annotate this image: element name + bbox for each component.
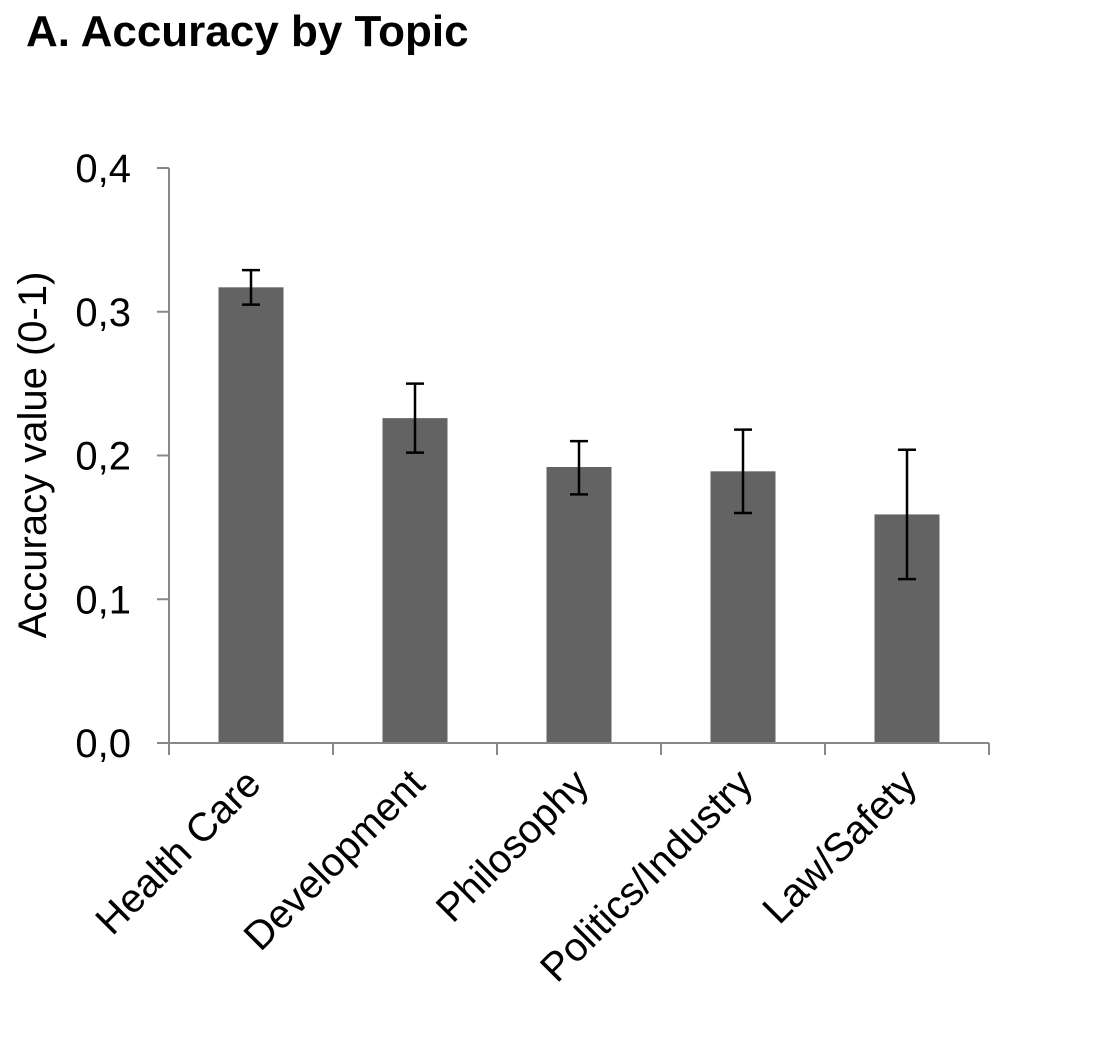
bar-1	[218, 287, 284, 743]
y-tick-label-1: 0,0	[75, 722, 131, 766]
y-axis-label: Accuracy value (0-1)	[11, 272, 55, 639]
y-tick-label-4: 0,3	[75, 291, 131, 335]
bar-3	[546, 467, 612, 743]
category-label-1: Health Care	[87, 761, 269, 943]
bar-2	[382, 418, 448, 743]
y-tick-label-3: 0,2	[75, 435, 131, 479]
y-tick-label-2: 0,1	[75, 578, 131, 622]
category-label-5: Law/Safety	[754, 761, 925, 932]
category-label-3: Philosophy	[428, 761, 597, 930]
y-tick-label-5: 0,4	[75, 147, 131, 191]
chart-title: A. Accuracy by Topic	[26, 7, 469, 56]
bar-4	[710, 471, 776, 743]
